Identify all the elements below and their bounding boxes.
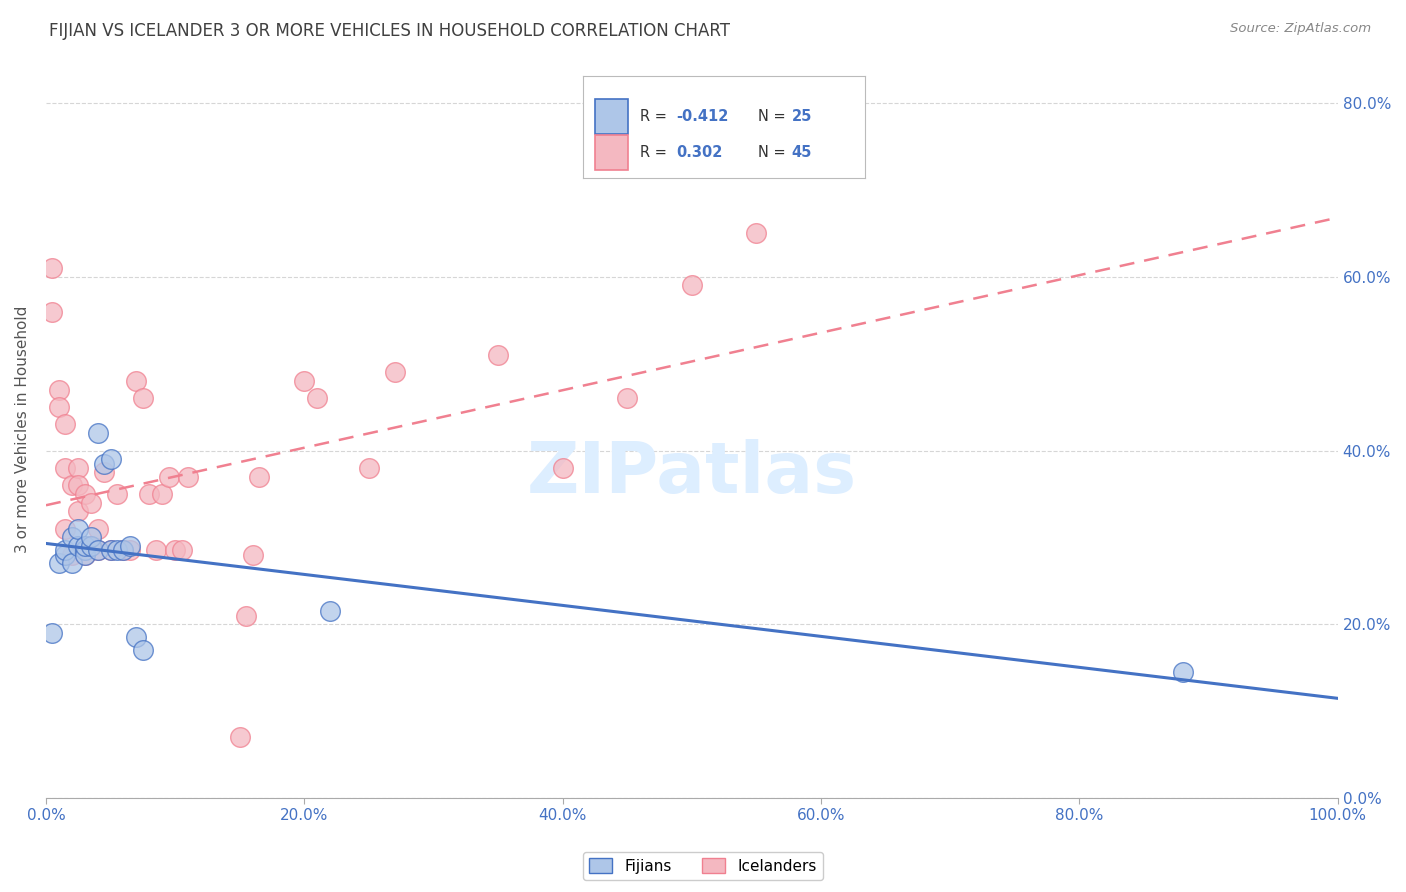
Point [48,400,70,414]
Point [73,539,96,553]
Legend: Fijians, Icelanders: Fijians, Icelanders [583,852,823,880]
Point [80,539,103,553]
Point [150,487,173,501]
Text: R =: R = [640,110,671,124]
Point [67,504,90,518]
Point [165,543,187,558]
Point [67,478,90,492]
Point [551,461,574,475]
Point [105,487,128,501]
Point [132,392,155,406]
Point [60,478,83,492]
Point [138,487,160,501]
Point [242,548,264,562]
Point [100,452,122,467]
Point [48,383,70,397]
Point [145,543,167,558]
Point [118,543,141,558]
Text: -0.412: -0.412 [676,110,728,124]
FancyBboxPatch shape [595,99,628,135]
FancyBboxPatch shape [595,136,628,170]
Point [292,374,315,388]
Text: N =: N = [758,145,790,161]
Point [228,731,250,745]
Point [80,496,103,510]
Point [616,392,638,406]
Point [112,543,135,558]
Point [67,522,90,536]
Point [60,530,83,544]
Point [60,557,83,571]
Point [177,469,200,483]
Point [247,469,270,483]
Point [118,539,141,553]
Point [132,643,155,657]
Point [41,261,63,276]
Point [157,469,180,483]
Text: N =: N = [758,110,790,124]
Text: ZIPatlas: ZIPatlas [527,439,856,508]
Text: R =: R = [640,145,676,161]
Point [170,543,193,558]
Point [100,543,122,558]
Point [112,543,135,558]
Point [67,461,90,475]
Point [86,543,108,558]
Point [53,522,76,536]
Point [53,548,76,562]
Point [41,626,63,640]
Point [60,548,83,562]
Point [67,539,90,553]
Point [86,426,108,441]
Point [384,365,406,379]
Point [53,417,76,432]
Point [235,608,257,623]
Point [745,227,768,241]
Point [73,543,96,558]
Point [486,348,509,362]
Point [53,543,76,558]
Point [1171,665,1194,679]
Point [125,374,148,388]
Point [307,392,329,406]
Point [73,487,96,501]
Point [681,278,703,293]
Text: FIJIAN VS ICELANDER 3 OR MORE VEHICLES IN HOUSEHOLD CORRELATION CHART: FIJIAN VS ICELANDER 3 OR MORE VEHICLES I… [49,22,730,40]
Point [319,604,342,618]
Point [357,461,380,475]
Y-axis label: 3 or more Vehicles in Household: 3 or more Vehicles in Household [15,305,30,552]
Point [73,548,96,562]
Point [73,548,96,562]
Point [53,461,76,475]
Point [100,543,122,558]
Point [86,522,108,536]
Text: 45: 45 [792,145,811,161]
Point [93,465,115,479]
Point [93,457,115,471]
Text: Source: ZipAtlas.com: Source: ZipAtlas.com [1230,22,1371,36]
Text: 0.302: 0.302 [676,145,723,161]
Point [80,530,103,544]
Point [48,557,70,571]
Point [86,543,108,558]
Point [125,631,148,645]
Point [41,304,63,318]
Point [105,543,128,558]
Point [80,539,103,553]
Text: 25: 25 [792,110,811,124]
